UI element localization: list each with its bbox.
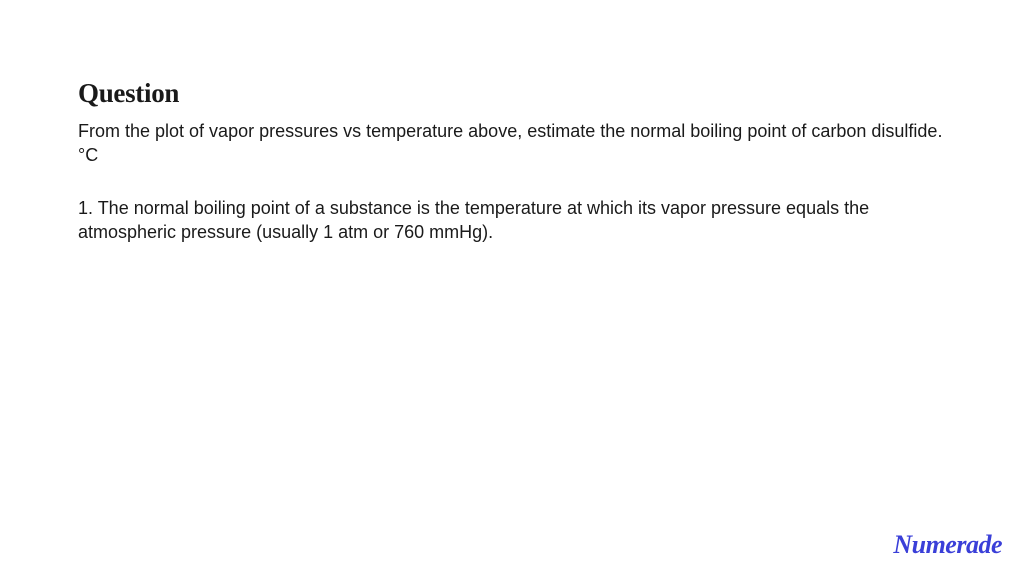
question-content: Question From the plot of vapor pressure… [0, 0, 1024, 244]
numerade-logo: Numerade [893, 530, 1002, 560]
question-step-1: 1. The normal boiling point of a substan… [78, 196, 946, 245]
question-heading: Question [78, 78, 946, 109]
question-prompt: From the plot of vapor pressures vs temp… [78, 119, 946, 168]
